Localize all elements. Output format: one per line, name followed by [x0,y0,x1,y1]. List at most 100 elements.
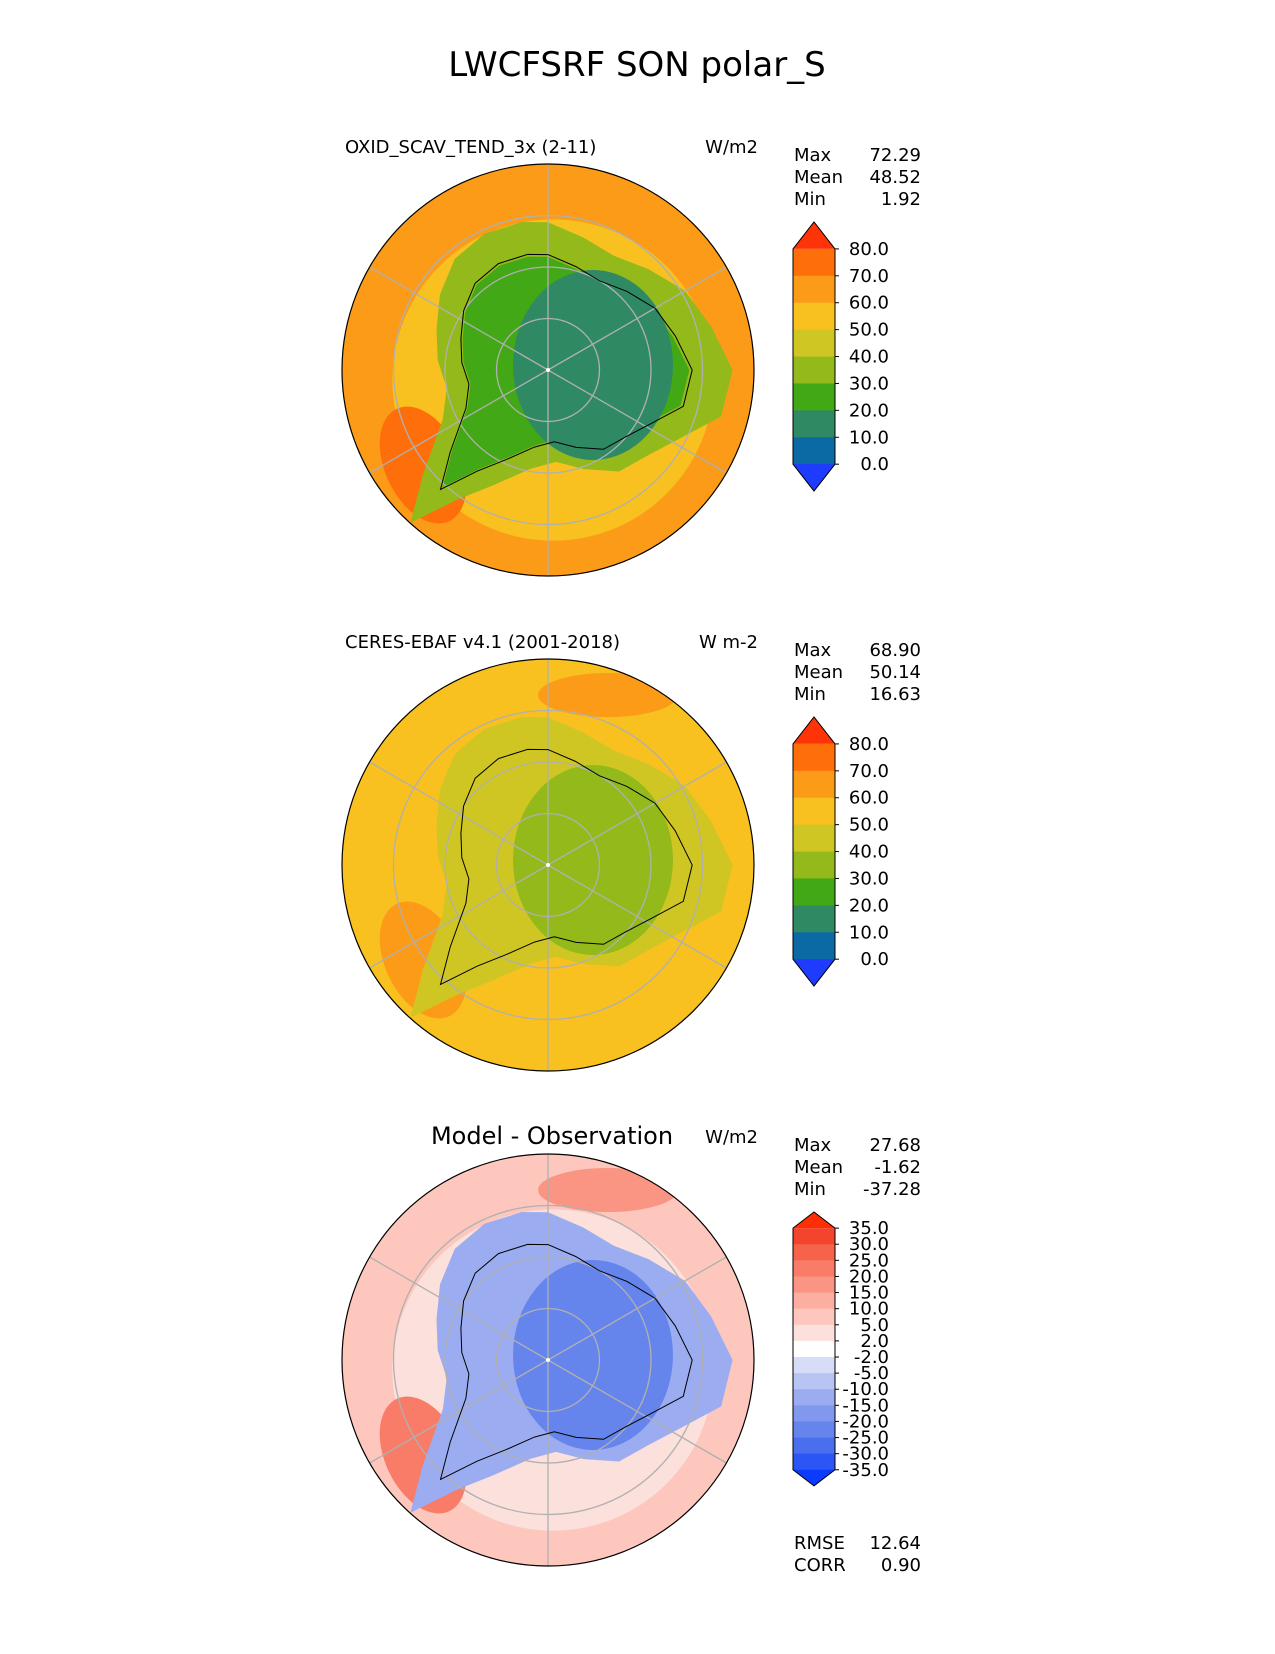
colorbar-tick-label: 80.0 [849,239,889,260]
figure-title: LWCFSRF SON polar_S [448,45,826,85]
coastline [439,253,693,491]
colorbar-segment [793,878,835,906]
colorbar-tick-label: 15.0 [849,1283,889,1304]
colorbar-tick-label: 20.0 [849,400,889,421]
colorbar-tick-label: 50.0 [849,815,889,836]
colorbar-tick-label: -5.0 [854,1363,889,1384]
colorbar-tick-label: 50.0 [849,320,889,341]
stat-label: Mean [794,662,843,683]
colorbar-extend-min [793,959,835,987]
stat-label: Max [794,640,832,661]
colorbar-tick-label: 20.0 [849,1266,889,1287]
map-gridlines [369,659,727,1071]
colorbar-tick-label: 10.0 [849,1299,889,1320]
colorbar-segment [793,824,835,853]
stat-label: Max [794,145,832,166]
meridian-line [547,1359,727,1464]
colorbar-tick-label: 5.0 [860,1315,889,1336]
colorbar-segment [793,905,835,933]
stat-value: 48.52 [869,167,921,188]
pole-marker [546,863,550,867]
field-continent-east [513,1260,673,1450]
colorbar-segment [793,329,835,358]
colorbar-tick-label: 70.0 [849,761,889,782]
meridian-line [369,864,549,969]
coastline [439,748,693,986]
colorbar-tick-label: 30.0 [849,1234,889,1255]
meridian-line [369,1256,549,1361]
colorbar: 35.030.025.020.015.010.05.02.0-2.0-5.0-1… [792,1211,889,1487]
panel-units: W/m2 [705,137,758,158]
stat-value: 72.29 [869,145,921,166]
stat-label: Mean [794,1157,843,1178]
stat-value: -1.62 [874,1157,921,1178]
meridian-line [547,1256,727,1361]
colorbar-segment [793,1437,835,1455]
colorbar-segment [793,1357,835,1374]
colorbar-tick-label: 0.0 [860,949,889,970]
stat-value: 1.92 [881,189,921,210]
colorbar-segment [793,1292,835,1310]
stat-label: Max [794,1135,832,1156]
meridian-line [547,266,727,371]
panel-title: Model - Observation [431,1122,673,1150]
colorbar-extend-max [793,222,835,249]
colorbar-extend-max [793,717,835,744]
meridian-line [547,864,727,969]
stat-label: Mean [794,167,843,188]
metric-value: 0.90 [881,1555,921,1576]
colorbar-tick-label: 35.0 [849,1218,889,1239]
colorbar-tick-label: 2.0 [860,1331,889,1352]
pole-marker [546,1358,550,1362]
field-continent-east [513,765,673,955]
map-gridlines [369,1154,727,1566]
colorbar-segment [793,275,835,304]
stat-value: -37.28 [863,1179,921,1200]
stat-value: 50.14 [869,662,921,683]
colorbar-tick-label: 10.0 [849,427,889,448]
stat-label: Min [794,1179,826,1200]
colorbar-segment [793,437,835,465]
colorbar-segment [793,1453,835,1471]
metric-label: RMSE [794,1533,845,1554]
field-continent-east [513,270,673,460]
panel-units: W m-2 [699,632,758,653]
field-hotspot [538,1168,678,1212]
colorbar-segment [793,851,835,879]
colorbar-segment [793,1228,835,1245]
colorbar-tick-label: 10.0 [849,922,889,943]
colorbar-extend-max [793,1212,835,1229]
colorbar-segment [793,248,835,277]
colorbar-tick-label: 70.0 [849,266,889,287]
colorbar-segment [793,1421,835,1439]
colorbar-segment [793,1276,835,1294]
field-hotspot [538,673,678,717]
colorbar-extend-min [793,464,835,492]
colorbar-segment [793,1373,835,1390]
panel-title: OXID_SCAV_TEND_3x (2-11) [345,137,596,158]
colorbar-segment [793,1324,835,1342]
colorbar-segment [793,1260,835,1277]
panel-units: W/m2 [705,1127,758,1148]
meridian-line [369,369,549,474]
colorbar-segment [793,932,835,960]
colorbar-tick-label: 0.0 [860,454,889,475]
meridian-line [369,266,549,371]
metric-label: CORR [794,1555,846,1576]
map-boundary [341,1153,755,1567]
meridian-line [369,1359,549,1464]
pole-marker [546,368,550,372]
colorbar-tick-label: -20.0 [842,1411,889,1432]
colorbar-segment [793,1244,835,1261]
colorbar: 80.0 70.0 60.0 50.0 40.0 30.0 20.0 10.0 0.0 [792,221,889,492]
colorbar-segment [793,770,835,799]
map-gridlines [369,164,727,576]
colorbar-segment [793,1405,835,1422]
meridian-line [369,761,549,866]
stat-value: 68.90 [869,640,921,661]
colorbar-segment [793,302,835,331]
colorbar-tick-label: 30.0 [849,868,889,889]
colorbar-tick-label: 60.0 [849,293,889,314]
